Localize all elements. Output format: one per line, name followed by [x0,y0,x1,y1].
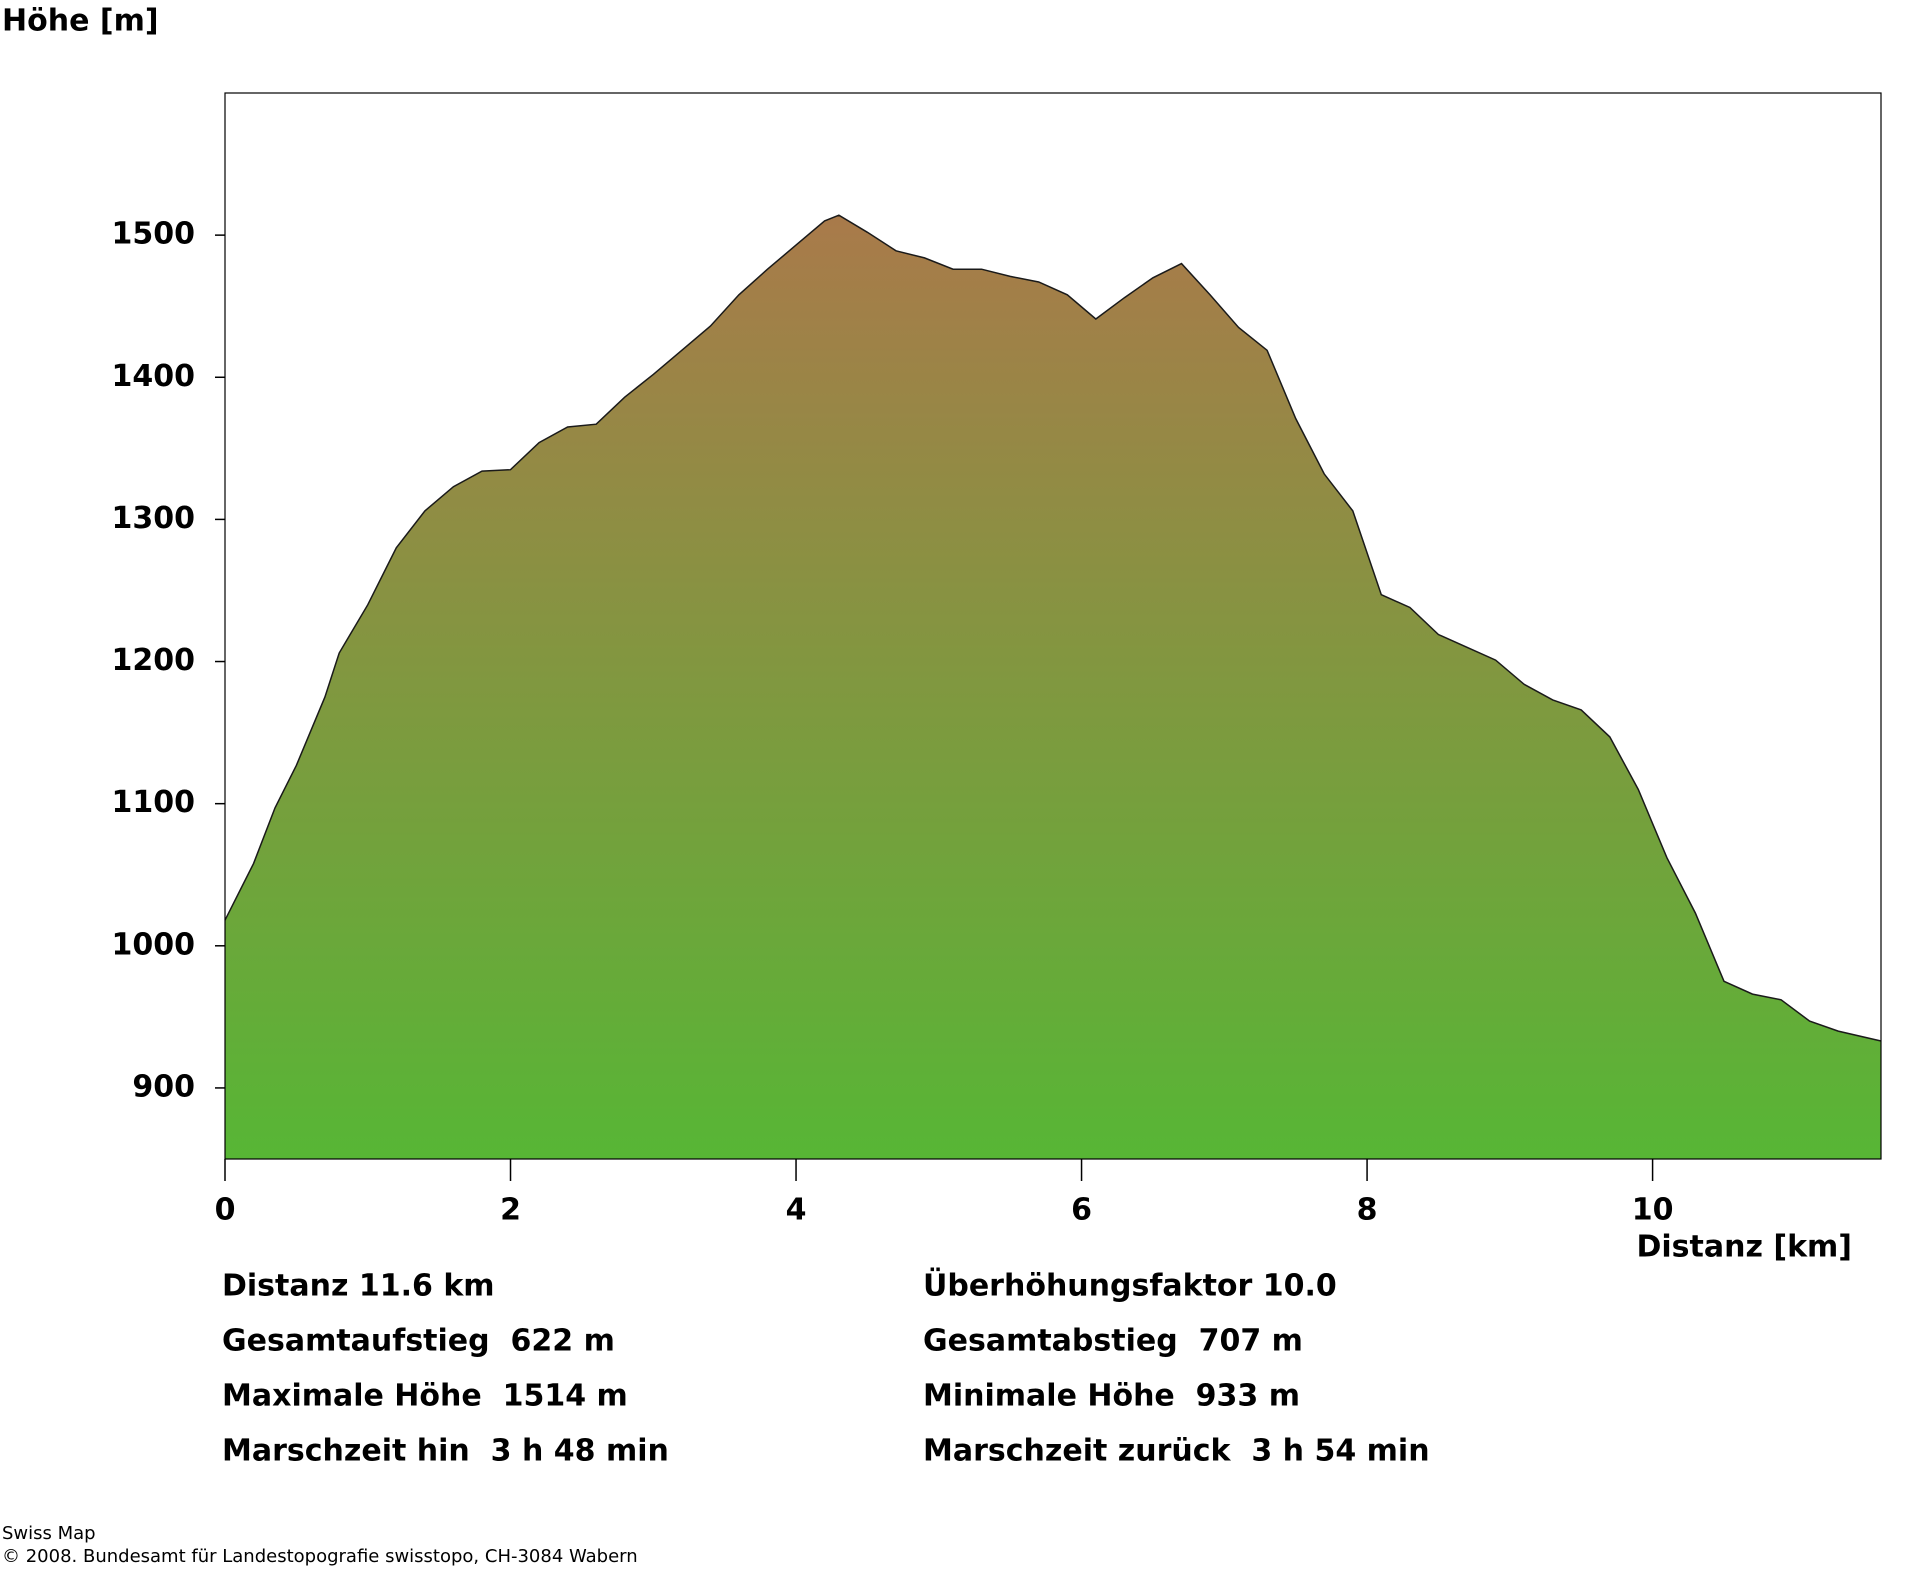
credit: © 2008. Bundesamt für Landestopografie s… [2,1546,638,1567]
stat-text: Gesamtabstieg 707 m [923,1324,1303,1359]
stat-text: Distanz 11.6 km [222,1269,495,1304]
x-tick-label: 4 [786,1193,807,1228]
stat-text: Überhöhungsfaktor 10.0 [923,1267,1337,1304]
stat-text: Marschzeit hin 3 h 48 min [222,1434,669,1469]
y-tick-label: 900 [132,1069,195,1104]
x-tick-label: 6 [1071,1193,1092,1228]
y-tick-label: 1100 [112,785,196,820]
stat-text: Marschzeit zurück 3 h 54 min [923,1434,1430,1469]
y-tick-label: 1000 [112,927,196,962]
y-tick-label: 1500 [112,217,196,252]
credit: Swiss Map [2,1523,96,1544]
profile-line [224,214,1882,1042]
stat-text: Gesamtaufstieg 622 m [222,1324,615,1359]
x-tick-label: 2 [500,1193,521,1228]
x-tick-label: 0 [215,1193,236,1228]
y-tick-label: 1400 [112,359,196,394]
stat-text: Minimale Höhe 933 m [923,1379,1300,1414]
x-tick-label: 8 [1357,1193,1378,1228]
x-axis-title: Distanz [km] [1636,1230,1852,1265]
y-tick-label: 1300 [112,501,196,536]
y-axis-title: Höhe [m] [2,4,159,39]
stat-text: Maximale Höhe 1514 m [222,1379,628,1414]
y-tick-label: 1200 [112,643,196,678]
x-tick-label: 10 [1632,1193,1674,1228]
plot-frame [224,92,1882,1160]
area-fill [225,215,1881,1159]
